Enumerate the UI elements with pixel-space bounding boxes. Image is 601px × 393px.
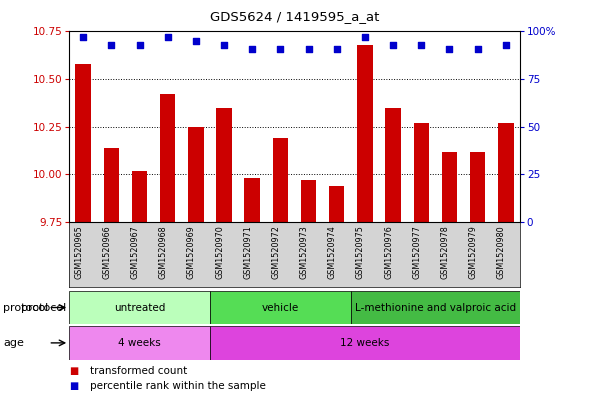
Bar	[160, 94, 175, 222]
Bar	[188, 127, 204, 222]
Text: GSM1520977: GSM1520977	[412, 225, 421, 279]
Bar	[413, 123, 429, 222]
Text: GSM1520968: GSM1520968	[159, 225, 168, 279]
Point	[78, 34, 88, 40]
Text: GSM1520976: GSM1520976	[384, 225, 393, 279]
Bar	[498, 123, 513, 222]
Bar	[301, 180, 316, 222]
Point	[416, 42, 426, 48]
Text: GSM1520975: GSM1520975	[356, 225, 365, 279]
Bar	[351, 291, 520, 324]
Point	[304, 46, 313, 52]
Bar	[69, 326, 210, 360]
Point	[501, 42, 511, 48]
Point	[473, 46, 483, 52]
Text: percentile rank within the sample: percentile rank within the sample	[90, 381, 266, 391]
Text: protocol: protocol	[4, 303, 49, 312]
Bar	[329, 186, 344, 222]
Text: GSM1520969: GSM1520969	[187, 225, 196, 279]
Text: GSM1520980: GSM1520980	[497, 225, 506, 279]
Text: transformed count: transformed count	[90, 366, 188, 376]
Bar	[216, 108, 232, 222]
Text: 12 weeks: 12 weeks	[340, 338, 389, 348]
Bar	[385, 108, 401, 222]
Point	[163, 34, 172, 40]
Point	[135, 42, 144, 48]
Bar	[273, 138, 288, 222]
Text: GSM1520966: GSM1520966	[102, 225, 111, 279]
Text: GSM1520965: GSM1520965	[74, 225, 83, 279]
Text: GSM1520974: GSM1520974	[328, 225, 337, 279]
Text: GDS5624 / 1419595_a_at: GDS5624 / 1419595_a_at	[210, 10, 379, 23]
Text: untreated: untreated	[114, 303, 165, 312]
Point	[219, 42, 229, 48]
Text: ■: ■	[69, 366, 78, 376]
Text: protocol: protocol	[21, 303, 66, 312]
Text: GSM1520979: GSM1520979	[469, 225, 478, 279]
Point	[360, 34, 370, 40]
Point	[276, 46, 285, 52]
Text: GSM1520971: GSM1520971	[243, 225, 252, 279]
Bar	[69, 291, 210, 324]
Point	[191, 38, 201, 44]
Point	[388, 42, 398, 48]
Bar	[357, 45, 373, 222]
Point	[445, 46, 454, 52]
Point	[332, 46, 341, 52]
Text: GSM1520967: GSM1520967	[130, 225, 139, 279]
Text: L-methionine and valproic acid: L-methionine and valproic acid	[355, 303, 516, 312]
Bar	[76, 64, 91, 222]
Bar	[132, 171, 147, 222]
Point	[106, 42, 116, 48]
Point	[248, 46, 257, 52]
Text: GSM1520970: GSM1520970	[215, 225, 224, 279]
Text: vehicle: vehicle	[262, 303, 299, 312]
Bar	[442, 152, 457, 222]
Bar	[103, 148, 119, 222]
Text: ■: ■	[69, 381, 78, 391]
Text: GSM1520972: GSM1520972	[272, 225, 281, 279]
Bar	[245, 178, 260, 222]
Text: 4 weeks: 4 weeks	[118, 338, 161, 348]
Text: GSM1520973: GSM1520973	[299, 225, 308, 279]
Bar	[210, 291, 351, 324]
Text: GSM1520978: GSM1520978	[441, 225, 450, 279]
Bar	[470, 152, 486, 222]
Bar	[210, 326, 520, 360]
Text: age: age	[4, 338, 24, 348]
